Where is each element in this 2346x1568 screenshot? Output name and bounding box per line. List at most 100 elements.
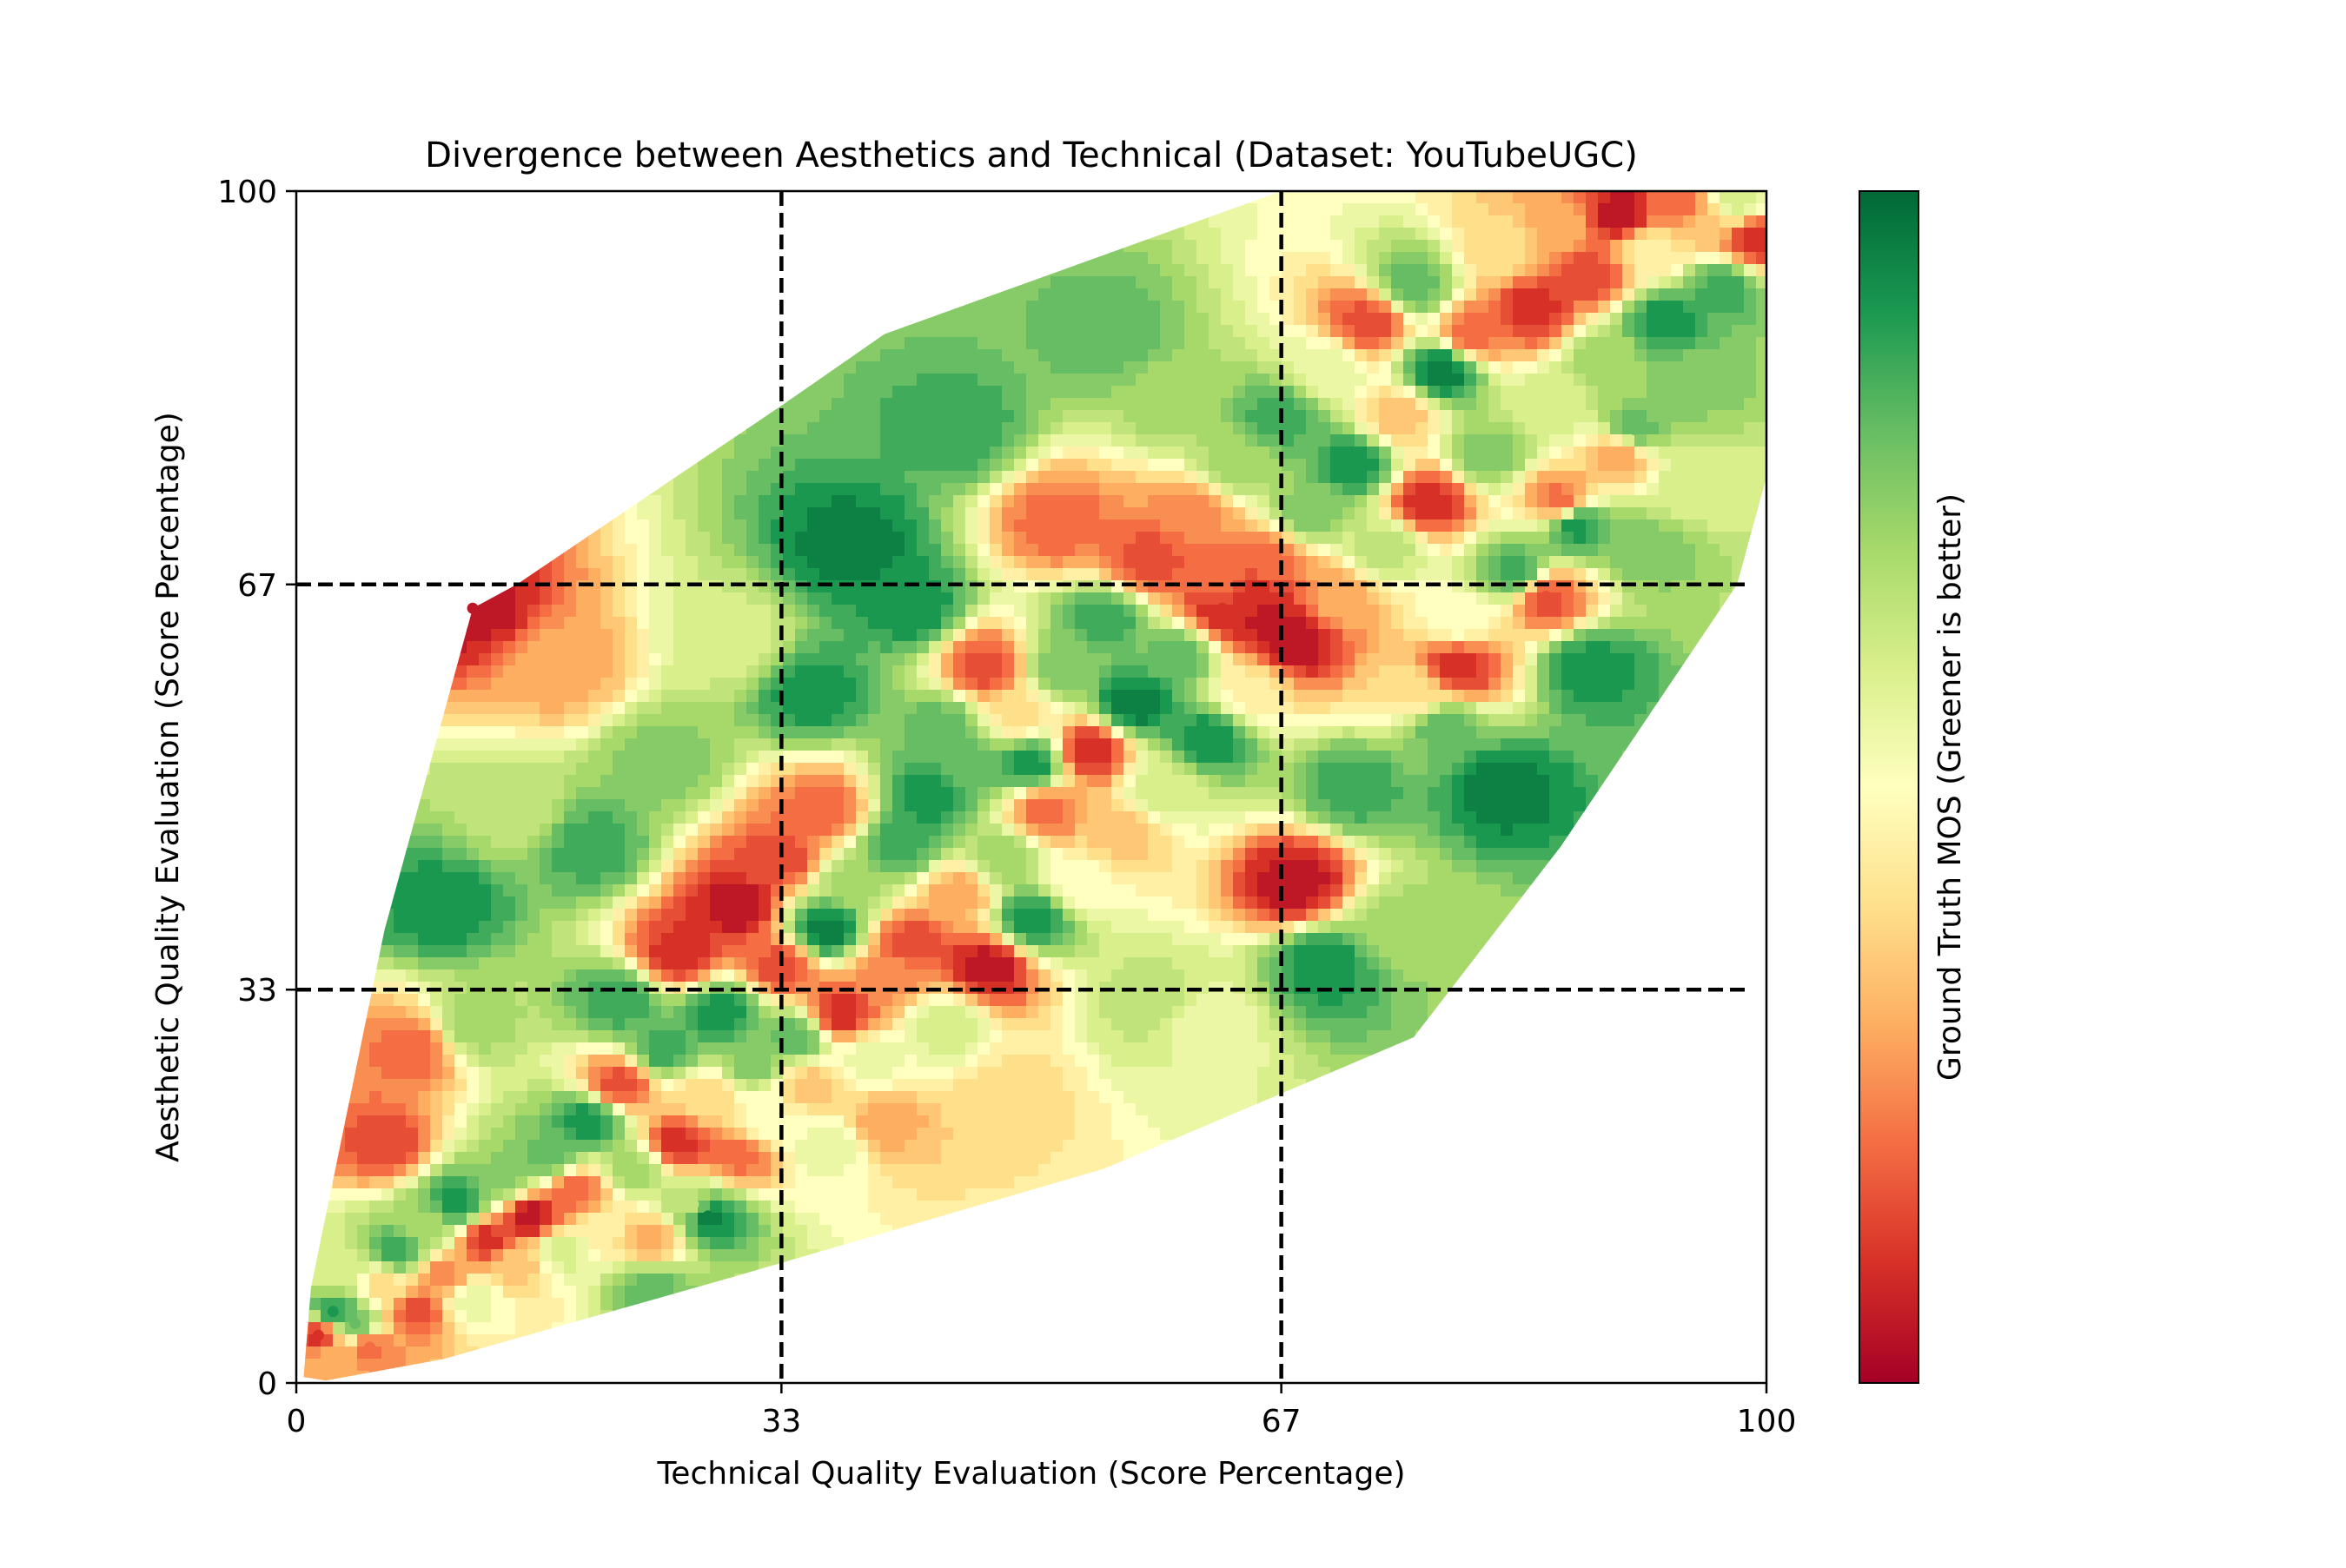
field-cell xyxy=(661,860,674,873)
field-cell xyxy=(783,459,796,472)
field-cell xyxy=(588,702,601,715)
field-cell xyxy=(710,945,723,958)
field-cell xyxy=(503,848,516,861)
field-cell xyxy=(491,860,504,873)
field-cell xyxy=(698,1274,711,1287)
field-cell xyxy=(722,495,735,508)
field-cell xyxy=(759,605,772,618)
field-cell xyxy=(673,836,686,849)
field-cell xyxy=(576,1225,589,1238)
field-cell xyxy=(734,751,747,764)
field-cell xyxy=(613,568,626,581)
field-cell xyxy=(844,751,857,764)
field-cell xyxy=(503,933,516,946)
field-cell xyxy=(807,738,820,751)
field-cell xyxy=(819,447,832,460)
field-cell xyxy=(722,969,735,982)
field-cell xyxy=(892,398,905,411)
field-cell xyxy=(491,1079,504,1092)
field-cell xyxy=(479,738,492,751)
field-cell xyxy=(868,751,881,764)
field-cell xyxy=(807,1188,820,1201)
field-cell xyxy=(552,556,565,569)
field-cell xyxy=(856,848,869,861)
field-cell xyxy=(673,909,686,922)
field-cell xyxy=(515,1042,528,1055)
field-cell xyxy=(430,969,443,982)
field-cell xyxy=(856,909,869,922)
field-cell xyxy=(892,483,905,496)
field-cell xyxy=(905,1140,918,1153)
field-cell xyxy=(686,665,699,678)
field-cell xyxy=(394,1140,407,1153)
field-cell xyxy=(552,641,565,654)
field-cell xyxy=(892,568,905,581)
field-cell xyxy=(734,1261,747,1274)
field-cell xyxy=(856,884,869,897)
field-cell xyxy=(467,909,480,922)
field-cell xyxy=(527,921,540,934)
field-cell xyxy=(527,690,540,703)
field-cell xyxy=(515,1018,528,1031)
field-cell xyxy=(783,1213,796,1226)
field-cell xyxy=(369,1176,382,1189)
field-cell xyxy=(832,884,845,897)
field-cell xyxy=(892,933,905,946)
field-cell xyxy=(564,568,577,581)
field-cell xyxy=(491,1201,504,1214)
field-cell xyxy=(479,617,492,630)
field-cell xyxy=(880,738,893,751)
field-cell xyxy=(856,1006,869,1019)
field-cell xyxy=(722,1055,735,1068)
field-cell xyxy=(710,1176,723,1189)
field-cell xyxy=(783,969,796,982)
field-cell xyxy=(880,374,893,387)
field-cell xyxy=(588,933,601,946)
field-cell xyxy=(832,495,845,508)
field-cell xyxy=(661,1103,674,1116)
field-cell xyxy=(540,1079,553,1092)
field-cell xyxy=(564,1201,577,1214)
field-cell xyxy=(515,641,528,654)
field-cell xyxy=(819,1237,832,1250)
field-cell xyxy=(430,1067,443,1080)
field-cell xyxy=(795,665,808,678)
field-cell xyxy=(880,447,893,460)
field-cell xyxy=(844,1164,857,1177)
field-cell xyxy=(673,629,686,642)
field-cell xyxy=(734,556,747,569)
field-cell xyxy=(540,714,553,727)
field-cell xyxy=(783,1176,796,1189)
field-cell xyxy=(576,824,589,837)
field-cell xyxy=(673,690,686,703)
field-cell xyxy=(844,994,857,1007)
field-cell xyxy=(698,702,711,715)
field-cell xyxy=(345,1115,358,1128)
field-cell xyxy=(880,994,893,1007)
field-cell xyxy=(795,775,808,788)
field-cell xyxy=(892,811,905,824)
field-cell xyxy=(722,1128,735,1141)
field-cell xyxy=(454,811,467,824)
field-cell xyxy=(491,824,504,837)
field-cell xyxy=(759,459,772,472)
field-cell xyxy=(905,374,918,387)
field-cell xyxy=(795,1079,808,1092)
field-cell xyxy=(746,1006,759,1019)
field-cell xyxy=(856,447,869,460)
field-cell xyxy=(588,1091,601,1104)
field-cell xyxy=(819,471,832,484)
field-cell xyxy=(868,349,881,362)
field-cell xyxy=(746,811,759,824)
field-cell xyxy=(527,1115,540,1128)
field-cell xyxy=(527,884,540,897)
field-cell xyxy=(491,1322,504,1335)
field-cell xyxy=(649,519,662,533)
field-cell xyxy=(832,374,845,387)
field-cell xyxy=(734,1067,747,1080)
field-cell xyxy=(625,811,638,824)
field-cell xyxy=(454,763,467,776)
field-cell xyxy=(795,896,808,910)
field-cell xyxy=(515,824,528,837)
field-cell xyxy=(406,1164,419,1177)
